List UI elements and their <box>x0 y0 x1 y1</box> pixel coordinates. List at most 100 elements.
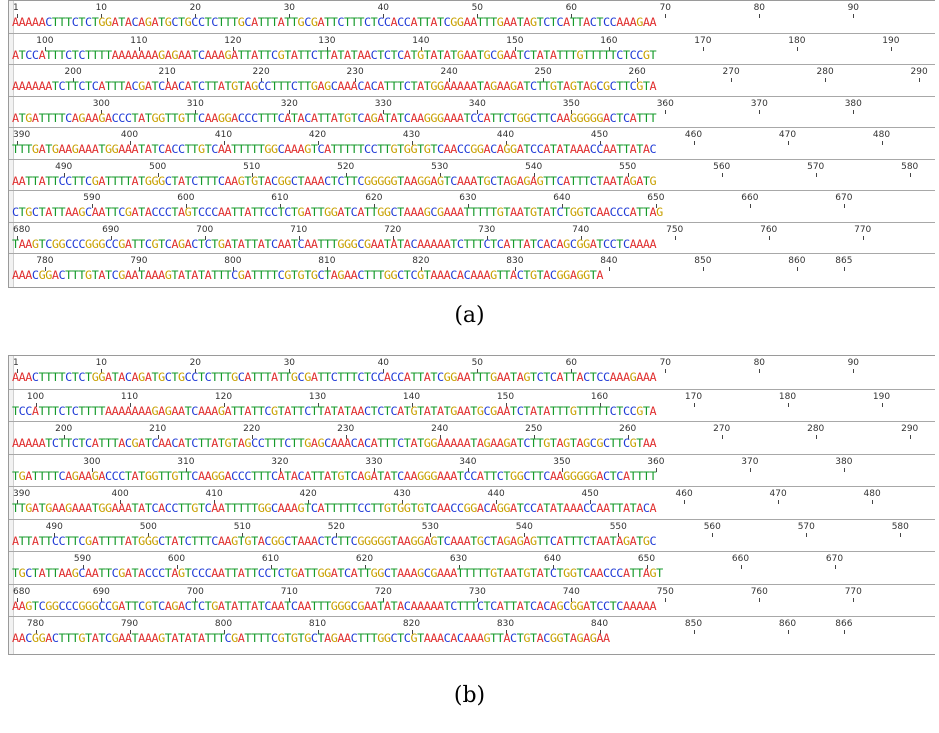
tick-mark <box>843 467 845 472</box>
tick-mark <box>16 597 18 602</box>
tick-mark <box>185 467 187 472</box>
tick-mark <box>289 109 291 114</box>
tick-mark <box>778 500 780 504</box>
tick-mark <box>326 267 328 271</box>
tick-mark <box>749 204 751 208</box>
tick-mark <box>665 369 667 373</box>
tick-label: 540 <box>515 521 533 532</box>
tick-mark <box>251 435 253 439</box>
tick-mark <box>270 565 272 569</box>
tick-mark <box>599 630 601 634</box>
tick-mark <box>129 141 131 145</box>
tick-label: 520 <box>337 161 355 172</box>
tick-mark <box>167 78 169 82</box>
sequence-panel-b[interactable]: 1 10 20 30 40 50 60 70 80 90 AAACTTTTCTCTGGATACAGA… <box>8 355 935 655</box>
tick-mark <box>759 109 761 114</box>
tick-mark <box>101 109 103 114</box>
tick-mark <box>91 467 93 472</box>
tick-mark <box>872 500 874 504</box>
tick-label: 800 <box>214 619 233 629</box>
tick-label: 770 <box>844 586 862 597</box>
tick-mark <box>289 369 291 373</box>
tick-label: 680 <box>13 586 31 597</box>
tick-mark <box>843 204 845 208</box>
tick-label: 540 <box>525 161 543 172</box>
tick-label: 10 <box>95 358 108 368</box>
sequence-row: 300 310 320 330 340 350 360 370 380 TGATTTTCAGAAG… <box>9 453 935 483</box>
tick-mark <box>533 172 535 177</box>
nucleotide-sequence: TTTGATGAAGAAATGGAAATATCACCTTGTCAATTTTTGG… <box>12 142 657 156</box>
tick-label: 300 <box>83 456 101 467</box>
tick-label: 610 <box>271 193 289 203</box>
tick-mark <box>561 204 563 208</box>
tick-label: 660 <box>741 193 759 203</box>
tick-label: 160 <box>600 35 618 46</box>
tick-mark <box>796 46 798 51</box>
tick-label: 70 <box>659 3 672 13</box>
tick-label: 330 <box>374 98 392 109</box>
tick-mark <box>806 532 808 537</box>
tick-mark <box>355 78 357 82</box>
tick-mark <box>787 402 789 407</box>
sequence-row: 390 400 410 420 430 440 450 460 470 480 TTGATGAAGA… <box>9 486 935 515</box>
tick-mark <box>477 109 479 114</box>
left-scrollbar[interactable] <box>9 356 14 654</box>
tick-label: 180 <box>788 35 806 46</box>
left-scrollbar[interactable] <box>9 1 14 287</box>
tick-label: 310 <box>186 98 204 109</box>
tick-mark <box>655 467 657 472</box>
tick-label: 110 <box>130 35 148 46</box>
caption-a: (a) <box>454 303 485 328</box>
tick-mark <box>101 14 103 18</box>
tick-label: 280 <box>816 67 834 77</box>
tick-label: 130 <box>308 391 327 402</box>
sequence-row: 490 500 510 520 530 540 550 560 570 580 AATTATTCCT… <box>9 158 935 188</box>
tick-mark <box>289 597 291 602</box>
tick-label: 400 <box>120 130 139 140</box>
tick-label: 280 <box>807 424 825 434</box>
tick-mark <box>35 630 37 634</box>
tick-label: 400 <box>111 489 129 499</box>
tick-mark <box>392 235 394 240</box>
tick-label: 440 <box>487 489 505 499</box>
nucleotide-sequence: AAAAAATCTTCTCATTTACGATCAACATCTTATGTAGCCT… <box>12 79 657 93</box>
tick-label: 390 <box>13 130 31 140</box>
tick-label: 750 <box>656 586 674 597</box>
tick-mark <box>787 630 789 634</box>
tick-label: 850 <box>684 619 703 629</box>
tick-label: 730 <box>478 224 496 235</box>
tick-label: 250 <box>534 67 552 77</box>
tick-mark <box>627 435 629 439</box>
sequence-row: 680 690 700 710 720 730 740 750 760 770 AAGTCGGCCC… <box>9 583 935 613</box>
tick-label: 730 <box>468 586 486 597</box>
tick-label: 320 <box>271 456 289 467</box>
tick-mark <box>16 235 18 240</box>
tick-mark <box>731 78 733 82</box>
sequence-panel-a[interactable]: 1 10 20 30 40 50 60 70 80 90 AAAAACTTTCTCTGGATACAG… <box>8 0 935 288</box>
tick-mark <box>712 532 714 537</box>
tick-label: 390 <box>13 489 31 499</box>
tick-label: 340 <box>459 456 477 467</box>
tick-mark <box>279 467 281 472</box>
tick-label: 260 <box>619 424 637 434</box>
tick-mark <box>543 78 545 82</box>
sequence-row: 780 790 800 810 820 830 840 850 860 865 AAACGGACTT… <box>9 253 935 282</box>
tick-mark <box>279 204 281 208</box>
tick-label: 260 <box>628 67 646 77</box>
tick-mark <box>825 78 827 82</box>
tick-mark <box>599 141 601 145</box>
nucleotide-sequence: AAAAACTTTCTCTGGATACAGATGCTGCCTCTTTGCATTT… <box>12 15 657 29</box>
tick-label: 250 <box>525 424 543 434</box>
tick-label: 610 <box>261 554 280 564</box>
tick-mark <box>467 467 469 472</box>
tick-label: 330 <box>365 456 383 467</box>
tick-label: 690 <box>102 224 120 235</box>
tick-mark <box>590 500 592 504</box>
tick-label: 650 <box>647 193 665 203</box>
tick-label: 810 <box>308 619 327 629</box>
tick-mark <box>909 172 911 177</box>
nucleotide-sequence: AAACTTTTCTCTGGATACAGATGCTGCCTCTTTGCATTTA… <box>12 370 657 384</box>
tick-mark <box>815 172 817 177</box>
tick-mark <box>326 46 328 51</box>
tick-mark <box>383 14 385 18</box>
